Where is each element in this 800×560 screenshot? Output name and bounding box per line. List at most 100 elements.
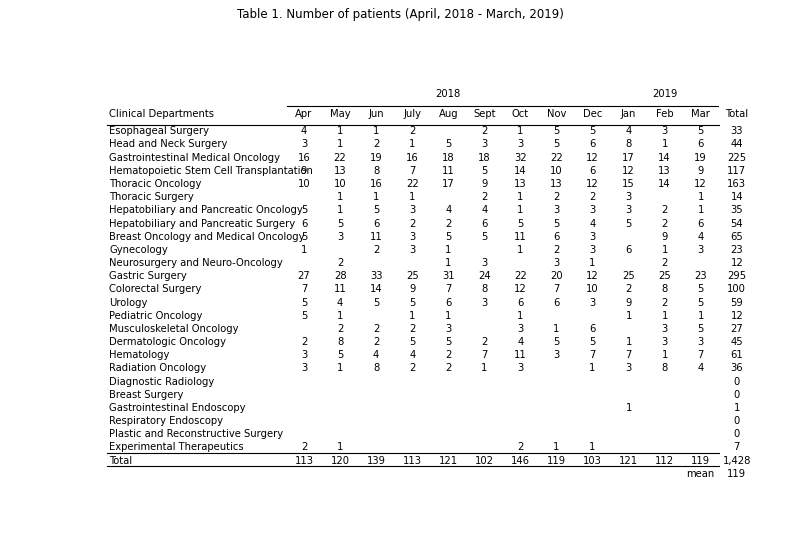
Text: 3: 3 [482, 258, 487, 268]
Text: 1: 1 [662, 245, 668, 255]
Text: Gastrointestinal Medical Oncology: Gastrointestinal Medical Oncology [110, 153, 280, 162]
Text: Colorectal Surgery: Colorectal Surgery [110, 284, 202, 295]
Text: Musculoskeletal Oncology: Musculoskeletal Oncology [110, 324, 239, 334]
Text: Apr: Apr [295, 109, 313, 119]
Text: 0: 0 [734, 390, 740, 400]
Text: 11: 11 [442, 166, 454, 176]
Text: 4: 4 [482, 206, 487, 216]
Text: Experimental Therapeutics: Experimental Therapeutics [110, 442, 244, 452]
Text: 2: 2 [373, 245, 379, 255]
Text: 5: 5 [554, 337, 560, 347]
Text: 1: 1 [590, 442, 596, 452]
Text: 8: 8 [626, 139, 632, 150]
Text: 4: 4 [518, 337, 523, 347]
Text: 5: 5 [626, 218, 632, 228]
Text: 5: 5 [409, 297, 415, 307]
Text: 5: 5 [554, 126, 560, 136]
Text: 7: 7 [590, 350, 596, 360]
Text: 5: 5 [518, 218, 523, 228]
Text: 65: 65 [730, 232, 743, 242]
Text: 2: 2 [409, 363, 415, 374]
Text: 1: 1 [734, 403, 740, 413]
Text: 14: 14 [658, 153, 671, 162]
Text: Clinical Departments: Clinical Departments [110, 109, 214, 119]
Text: 7: 7 [481, 350, 487, 360]
Text: 27: 27 [298, 271, 310, 281]
Text: 31: 31 [442, 271, 454, 281]
Text: 13: 13 [334, 166, 346, 176]
Text: 20: 20 [550, 271, 562, 281]
Text: 146: 146 [511, 456, 530, 466]
Text: 7: 7 [698, 350, 704, 360]
Text: 5: 5 [445, 337, 451, 347]
Text: 5: 5 [481, 166, 487, 176]
Text: 7: 7 [445, 284, 451, 295]
Text: 2: 2 [481, 126, 487, 136]
Text: 10: 10 [586, 284, 599, 295]
Text: 17: 17 [622, 153, 635, 162]
Text: 5: 5 [337, 218, 343, 228]
Text: 2: 2 [481, 192, 487, 202]
Text: 22: 22 [514, 271, 526, 281]
Text: 3: 3 [590, 297, 596, 307]
Text: Dermatologic Oncology: Dermatologic Oncology [110, 337, 226, 347]
Text: 1: 1 [373, 126, 379, 136]
Text: 6: 6 [590, 324, 596, 334]
Text: Gastric Surgery: Gastric Surgery [110, 271, 187, 281]
Text: 16: 16 [406, 153, 418, 162]
Text: 11: 11 [334, 284, 346, 295]
Text: 17: 17 [442, 179, 454, 189]
Text: 8: 8 [337, 337, 343, 347]
Text: 27: 27 [730, 324, 743, 334]
Text: May: May [330, 109, 350, 119]
Text: 54: 54 [730, 218, 743, 228]
Text: 9: 9 [409, 284, 415, 295]
Text: 8: 8 [482, 284, 487, 295]
Text: 1: 1 [337, 206, 343, 216]
Text: Breast Oncology and Medical Oncology: Breast Oncology and Medical Oncology [110, 232, 305, 242]
Text: 1: 1 [337, 139, 343, 150]
Text: 14: 14 [514, 166, 526, 176]
Text: 12: 12 [730, 258, 743, 268]
Text: Esophageal Surgery: Esophageal Surgery [110, 126, 210, 136]
Text: 1: 1 [337, 311, 343, 321]
Text: 1: 1 [662, 311, 668, 321]
Text: 1: 1 [337, 363, 343, 374]
Text: 102: 102 [475, 456, 494, 466]
Text: 1: 1 [518, 192, 523, 202]
Text: 4: 4 [337, 297, 343, 307]
Text: Neurosurgery and Neuro-Oncology: Neurosurgery and Neuro-Oncology [110, 258, 283, 268]
Text: 5: 5 [337, 350, 343, 360]
Text: 7: 7 [554, 284, 560, 295]
Text: 121: 121 [438, 456, 458, 466]
Text: 2: 2 [445, 363, 451, 374]
Text: 1: 1 [409, 139, 415, 150]
Text: 119: 119 [691, 456, 710, 466]
Text: 3: 3 [482, 139, 487, 150]
Text: 35: 35 [730, 206, 743, 216]
Text: 11: 11 [514, 232, 526, 242]
Text: 1: 1 [445, 311, 451, 321]
Text: Breast Surgery: Breast Surgery [110, 390, 184, 400]
Text: 15: 15 [622, 179, 635, 189]
Text: 10: 10 [550, 166, 562, 176]
Text: 11: 11 [370, 232, 382, 242]
Text: 113: 113 [294, 456, 314, 466]
Text: 7: 7 [409, 166, 415, 176]
Text: 33: 33 [730, 126, 743, 136]
Text: 3: 3 [554, 206, 560, 216]
Text: Feb: Feb [656, 109, 674, 119]
Text: 33: 33 [370, 271, 382, 281]
Text: 3: 3 [554, 350, 560, 360]
Text: 2: 2 [337, 324, 343, 334]
Text: 1: 1 [409, 311, 415, 321]
Text: 2018: 2018 [436, 88, 461, 99]
Text: 1: 1 [445, 245, 451, 255]
Text: July: July [403, 109, 422, 119]
Text: 103: 103 [583, 456, 602, 466]
Text: Jun: Jun [368, 109, 384, 119]
Text: 5: 5 [590, 337, 596, 347]
Text: Nov: Nov [546, 109, 566, 119]
Text: Urology: Urology [110, 297, 148, 307]
Text: 121: 121 [619, 456, 638, 466]
